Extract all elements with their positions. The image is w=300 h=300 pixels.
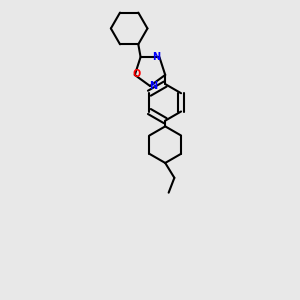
Text: N: N	[152, 52, 160, 62]
Text: N: N	[149, 81, 158, 91]
Text: O: O	[133, 69, 141, 79]
